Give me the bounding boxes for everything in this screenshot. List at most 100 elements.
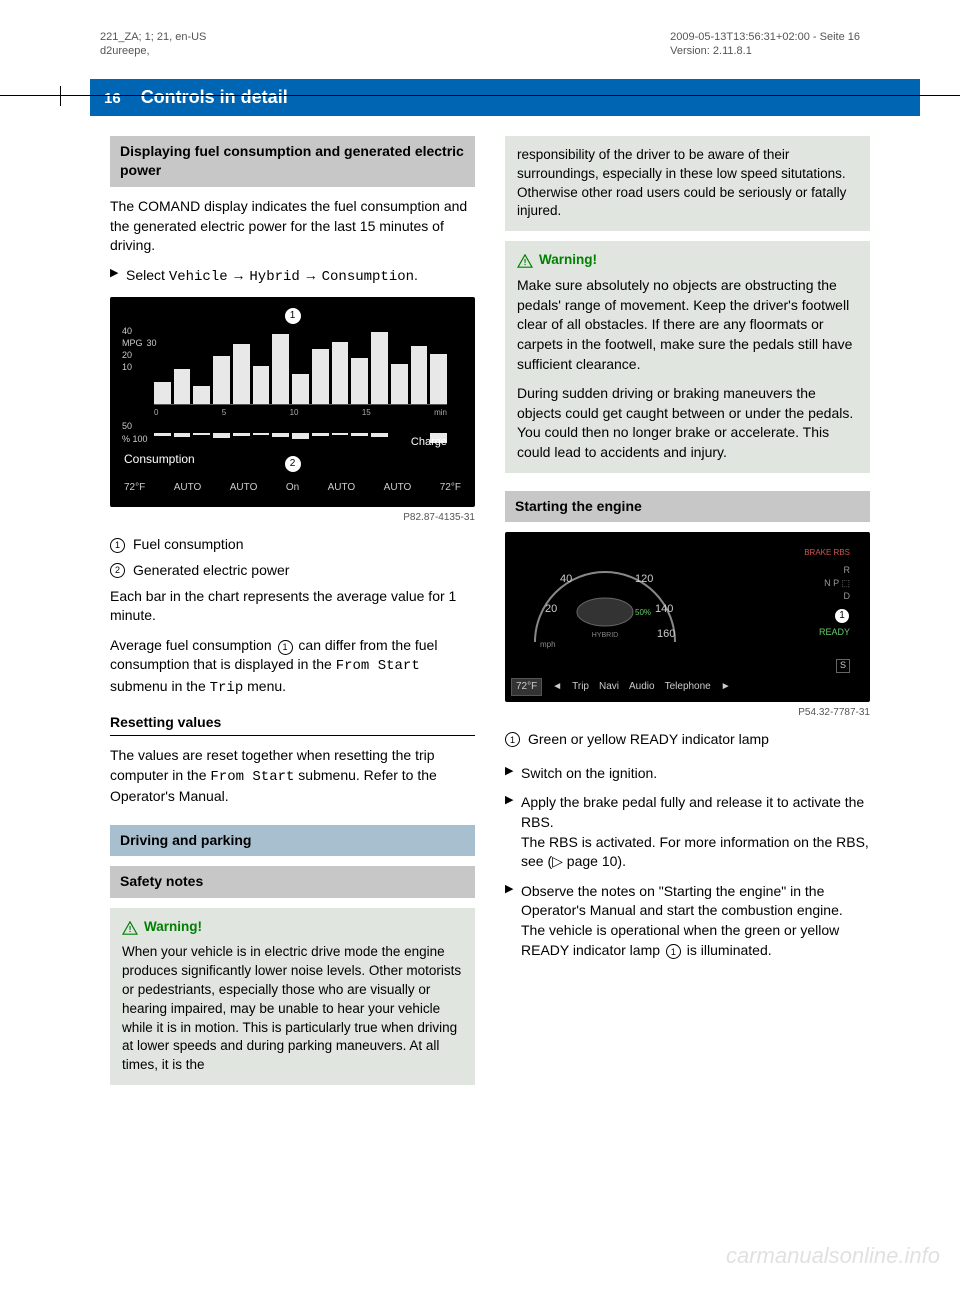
speed-tick: 160 [657,628,675,640]
consumption-bars [154,325,447,405]
hybrid-label: HYBRID [592,632,618,639]
meta-right-1: 2009-05-13T13:56:31+02:00 - Seite 16 [670,30,860,44]
circle-1-icon: 1 [110,538,125,553]
menu-vehicle: Vehicle [169,269,228,285]
x-tick: 10 [290,407,299,418]
menu-audio: Audio [629,680,655,694]
subheading-resetting: Resetting values [110,713,475,737]
menu-trip: Trip [572,680,589,694]
y-tick: 40 [122,325,157,337]
x-tick: 0 [154,407,158,418]
menu-trip: Trip [210,680,244,696]
speed-tick: 140 [655,603,673,615]
svg-text:!: ! [524,257,527,267]
y-tick: 10 [122,361,157,373]
menu-navi: Navi [599,680,619,694]
x-tick: min [434,407,447,418]
submenu-from-start: From Start [336,658,420,674]
footer-item: AUTO [328,481,356,495]
page-header: 16 Controls in detail [90,79,920,116]
step-observe-notes: ▶ Observe the notes on "Starting the eng… [505,882,870,960]
brake-rbs-label: BRAKE RBS [804,547,850,558]
charge-tick: 50 [122,420,447,433]
figure-caption-2: P54.32-7787-31 [505,706,870,720]
nav-arrow-icon: ► [721,680,731,694]
menu-telephone: Telephone [665,680,711,694]
y-tick: 20 [122,349,157,361]
para-bar-minute: Each bar in the chart represents the ave… [110,587,475,626]
circle-1-icon: 1 [505,732,520,747]
meta-left-1: 221_ZA; 1; 21, en-US [100,30,206,44]
legend-text: Green or yellow READY indicator lamp [528,730,769,750]
step-select-menu: ▶ Select Vehicle → Hybrid → Consumption. [110,266,475,288]
battery-percent: 50% [635,608,651,617]
s-badge: S [836,659,850,673]
warning-triangle-icon: ! [517,254,533,268]
svg-text:!: ! [129,923,132,933]
ready-indicator: READY [804,626,850,639]
legend-text: Generated electric power [133,561,289,581]
speed-tick: 120 [635,573,653,585]
warning-triangle-icon: ! [122,921,138,935]
right-column: responsibility of the driver to be aware… [505,136,870,1095]
nav-arrow-icon: ◄ [552,680,562,694]
page-ref-icon: ▷ [552,853,563,869]
step-text: Apply the brake pedal fully and release … [521,793,870,832]
page-title: Controls in detail [141,85,288,110]
warning-box-1-cont: responsibility of the driver to be aware… [505,136,870,232]
legend-item-1: 1 Fuel consumption [110,535,475,555]
x-tick: 5 [222,407,226,418]
charge-bars [154,433,447,445]
speed-tick: 20 [545,603,557,615]
step-text: Select [126,267,169,283]
meta-left-2: d2ureepe, [100,44,206,58]
dash-footer: 72°F ◄ Trip Navi Audio Telephone ► [511,678,840,696]
warning-title: Warning! [144,918,202,937]
intro-text: The COMAND display indicates the fuel co… [110,197,475,256]
warning-text: During sudden driving or braking maneuve… [517,384,858,462]
warning-header: ! Warning! [122,918,463,937]
speed-tick: 40 [560,573,572,585]
temp-right: 72°F [440,481,461,495]
temp-left: 72°F [124,481,145,495]
menu-hybrid: Hybrid [249,269,299,285]
crop-marks [0,95,960,96]
x-axis: 0 5 10 15 min [154,407,447,418]
warning-text: When your vehicle is in electric drive m… [122,943,463,1075]
figure-consumption-chart: 1 40 MPG30 20 10 0 5 10 15 min [110,297,475,507]
step-marker-icon: ▶ [505,793,521,871]
meta-right-2: Version: 2.11.8.1 [670,44,860,58]
callout-1: 1 [834,608,850,624]
dash-right-panel: BRAKE RBS R N P ⬚ D 1 READY S [804,547,850,673]
period: . [414,267,418,283]
heading-fuel-consumption: Displaying fuel consumption and generate… [110,136,475,187]
warning-text: responsibility of the driver to be aware… [517,146,858,222]
step-marker-icon: ▶ [505,764,521,784]
chart-footer: 72°F AUTO AUTO On AUTO AUTO 72°F [124,481,461,495]
warning-box-1: ! Warning! When your vehicle is in elect… [110,908,475,1085]
circle-1-inline-icon: 1 [666,944,681,959]
warning-title: Warning! [539,251,597,270]
y-axis: 40 MPG30 20 10 [122,325,157,373]
heading-starting-engine: Starting the engine [505,491,870,523]
heading-driving-parking: Driving and parking [110,825,475,857]
left-column: Displaying fuel consumption and generate… [110,136,475,1095]
legend-item-3: 1 Green or yellow READY indicator lamp [505,730,870,750]
footer-item: AUTO [384,481,412,495]
circle-2-icon: 2 [110,563,125,578]
figure-caption-1: P82.87-4135-31 [110,511,475,525]
callout-2: 2 [284,455,302,473]
step-note: The RBS is activated. For more informati… [521,833,870,872]
step-text: Observe the notes on "Starting the engin… [521,882,870,921]
speedometer-gauge: 20 40 120 140 160 mph 50% HYBRID [515,542,695,662]
callout-1: 1 [284,307,302,325]
legend-text: Fuel consumption [133,535,244,555]
step-brake-pedal: ▶ Apply the brake pedal fully and releas… [505,793,870,871]
arrow: → [300,267,322,283]
step-text: Switch on the ignition. [521,764,870,784]
print-metadata: 221_ZA; 1; 21, en-US d2ureepe, 2009-05-1… [40,30,920,59]
speed-unit: mph [540,640,556,649]
circle-1-inline-icon: 1 [278,640,293,655]
step-note: The vehicle is operational when the gree… [521,921,870,960]
temp-badge: 72°F [511,678,542,696]
